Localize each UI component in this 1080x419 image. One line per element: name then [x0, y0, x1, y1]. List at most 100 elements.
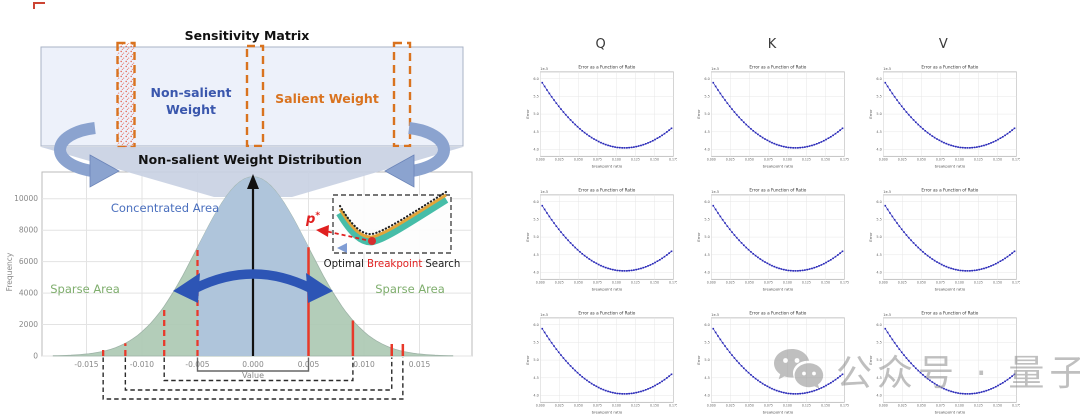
error-ratio-plot: Error as a Function of Ratio 1e-5 6.0 5.5 5.…	[696, 311, 849, 415]
svg-text:0.075: 0.075	[764, 281, 773, 285]
optimal-point-dot	[368, 237, 376, 245]
svg-text:0.050: 0.050	[745, 404, 754, 408]
svg-text:6.0: 6.0	[533, 323, 538, 327]
svg-text:0.075: 0.075	[936, 281, 945, 285]
sparse-area-left-label: Sparse Area	[50, 282, 120, 296]
svg-text:2000: 2000	[19, 320, 38, 329]
column-header-k: K	[767, 37, 777, 52]
funnel-shape	[41, 147, 463, 197]
qkv-plot-k-row2: Error as a Function of Ratio 1e-5 6.0 5.5 5.…	[695, 182, 849, 300]
salient-column-right	[392, 41, 412, 148]
svg-text:breakpoint ratio: breakpoint ratio	[592, 163, 623, 168]
svg-text:breakpoint ratio: breakpoint ratio	[934, 409, 965, 414]
svg-text:0.125: 0.125	[631, 404, 640, 408]
svg-text:breakpoint ratio: breakpoint ratio	[763, 409, 794, 414]
sensitivity-distribution-diagram: Sensitivity Matrix Non-salient Weight Sa…	[5, 2, 473, 400]
inset-caption: Optimal Breakpoint Search	[324, 259, 461, 270]
svg-text:6.0: 6.0	[705, 200, 710, 204]
sparse-area-right-label: Sparse Area	[375, 282, 445, 296]
svg-text:4.0: 4.0	[533, 148, 538, 152]
svg-text:0.150: 0.150	[993, 404, 1002, 408]
svg-text:10000: 10000	[14, 194, 38, 203]
svg-text:0.010: 0.010	[353, 360, 375, 369]
non-salient-weight-label-line1: Non-salient	[151, 85, 232, 100]
svg-text:0.050: 0.050	[916, 158, 925, 162]
svg-text:Error as a Function of Ratio: Error as a Function of Ratio	[578, 311, 635, 316]
p-star-annotation: p*	[305, 211, 367, 241]
breakpoint-search-inset: p* Optimal Breakpoint Search	[305, 190, 461, 270]
error-ratio-plot: Error as a Function of Ratio 1e-5 6.0 5.5 5.…	[696, 65, 849, 169]
svg-text:0.175: 0.175	[1012, 404, 1020, 408]
svg-text:0.175: 0.175	[669, 404, 677, 408]
svg-text:5.0: 5.0	[533, 235, 538, 239]
qkv-plot-q-row2: Error as a Function of Ratio 1e-5 6.0 5.5 5.…	[524, 182, 678, 300]
svg-text:0.100: 0.100	[783, 281, 792, 285]
sensitivity-matrix-box	[40, 46, 464, 147]
svg-text:4.0: 4.0	[533, 271, 538, 275]
svg-text:6000: 6000	[19, 257, 38, 266]
svg-text:Error as a Function of Ratio: Error as a Function of Ratio	[750, 188, 807, 193]
svg-text:-0.015: -0.015	[74, 360, 98, 369]
svg-text:0.075: 0.075	[593, 404, 602, 408]
svg-text:0.175: 0.175	[840, 281, 848, 285]
svg-text:0.050: 0.050	[916, 404, 925, 408]
svg-text:5.5: 5.5	[705, 218, 710, 222]
qkv-plot-v-row2: Error as a Function of Ratio 1e-5 6.0 5.5 5.…	[867, 182, 1020, 300]
svg-text:0.000: 0.000	[707, 281, 716, 285]
svg-text:8000: 8000	[19, 226, 38, 235]
svg-text:0.025: 0.025	[897, 404, 906, 408]
salient-weight-label: Salient Weight	[275, 91, 379, 106]
svg-text:0.175: 0.175	[1012, 281, 1020, 285]
svg-text:Error: Error	[867, 232, 872, 242]
svg-text:0.025: 0.025	[555, 281, 564, 285]
error-ratio-plot: Error as a Function of Ratio 1e-5 6.0 5.5 5.…	[525, 65, 678, 169]
svg-text:0.075: 0.075	[764, 404, 773, 408]
svg-text:4.0: 4.0	[876, 394, 881, 398]
svg-text:0.175: 0.175	[840, 404, 848, 408]
svg-text:0.000: 0.000	[707, 404, 716, 408]
svg-text:4.5: 4.5	[705, 376, 710, 380]
svg-text:breakpoint ratio: breakpoint ratio	[592, 409, 623, 414]
svg-text:5.0: 5.0	[533, 112, 538, 116]
svg-text:0.175: 0.175	[1012, 158, 1020, 162]
svg-text:0.150: 0.150	[650, 281, 659, 285]
svg-text:6.0: 6.0	[533, 77, 538, 81]
error-ratio-plot: Error as a Function of Ratio 1e-5 6.0 5.5 5.…	[696, 188, 849, 292]
svg-text:0.100: 0.100	[612, 404, 621, 408]
svg-text:0.075: 0.075	[936, 404, 945, 408]
qkv-plot-q-row3: Error as a Function of Ratio 1e-5 6.0 5.5 5.…	[524, 305, 678, 419]
svg-text:0.025: 0.025	[897, 158, 906, 162]
svg-text:Error: Error	[525, 232, 530, 242]
svg-text:0.000: 0.000	[878, 404, 887, 408]
svg-text:0.050: 0.050	[574, 281, 583, 285]
svg-text:5.0: 5.0	[705, 235, 710, 239]
qkv-plot-v-row1: Error as a Function of Ratio 1e-5 6.0 5.5 5.…	[867, 59, 1020, 177]
svg-text:0.150: 0.150	[821, 158, 830, 162]
svg-text:0.025: 0.025	[726, 281, 735, 285]
svg-text:6.0: 6.0	[705, 77, 710, 81]
svg-text:6.0: 6.0	[876, 200, 881, 204]
svg-text:0.125: 0.125	[974, 158, 983, 162]
svg-text:0.125: 0.125	[631, 158, 640, 162]
svg-text:Error: Error	[696, 355, 701, 365]
svg-text:0.025: 0.025	[555, 404, 564, 408]
svg-text:5.5: 5.5	[876, 95, 881, 99]
svg-text:0.100: 0.100	[955, 404, 964, 408]
svg-text:5.0: 5.0	[533, 358, 538, 362]
column-header-q: Q	[595, 37, 606, 52]
svg-text:0.000: 0.000	[878, 281, 887, 285]
svg-text:4.0: 4.0	[705, 148, 710, 152]
svg-text:0: 0	[33, 352, 38, 361]
salient-column-middle	[245, 44, 265, 148]
error-ratio-plot: Error as a Function of Ratio 1e-5 6.0 5.5 5.…	[867, 311, 1020, 415]
svg-text:0.025: 0.025	[726, 158, 735, 162]
svg-text:0.075: 0.075	[936, 158, 945, 162]
svg-text:Error as a Function of Ratio: Error as a Function of Ratio	[921, 188, 978, 193]
svg-text:4.0: 4.0	[705, 394, 710, 398]
svg-text:Error as a Function of Ratio: Error as a Function of Ratio	[921, 311, 978, 316]
svg-text:0.100: 0.100	[612, 281, 621, 285]
svg-text:0.175: 0.175	[669, 158, 677, 162]
svg-text:4.0: 4.0	[876, 271, 881, 275]
svg-text:5.5: 5.5	[533, 218, 538, 222]
svg-text:0.125: 0.125	[974, 281, 983, 285]
